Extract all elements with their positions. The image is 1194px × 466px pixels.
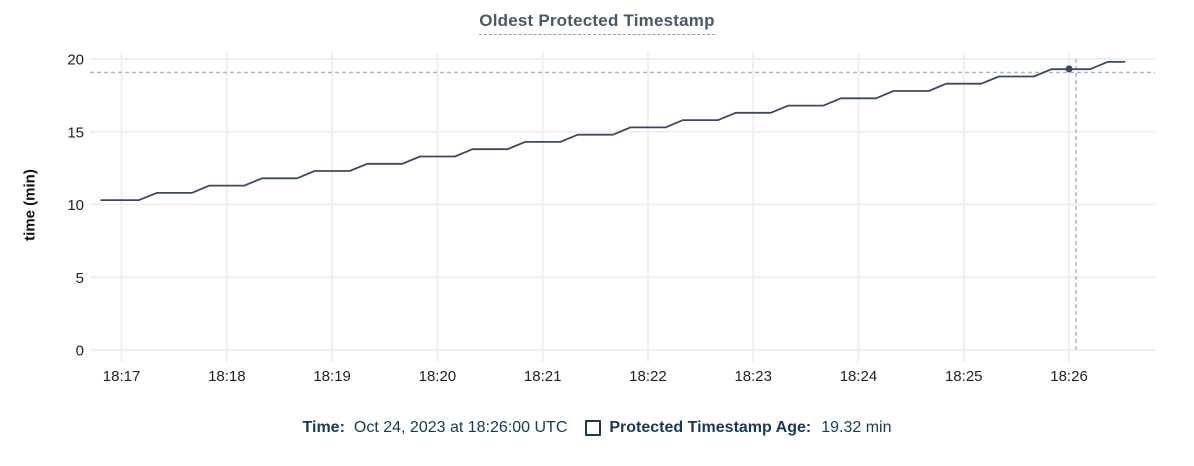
chart-tooltip-legend: Time: Oct 24, 2023 at 18:26:00 UTC Prote… <box>0 417 1194 439</box>
svg-text:5: 5 <box>76 270 84 287</box>
tooltip-time-label: Time: <box>302 419 345 436</box>
svg-text:18:20: 18:20 <box>419 368 457 385</box>
svg-text:18:26: 18:26 <box>1050 368 1088 385</box>
chart-title[interactable]: Oldest Protected Timestamp <box>479 11 715 35</box>
chart-title-row: Oldest Protected Timestamp <box>0 11 1194 35</box>
svg-text:18:23: 18:23 <box>734 368 772 385</box>
y-axis-tick-labels: 0 5 10 15 20 <box>67 52 84 360</box>
svg-text:18:25: 18:25 <box>945 368 983 385</box>
tooltip-series-label: Protected Timestamp Age: <box>609 419 812 436</box>
hover-crosshair <box>90 59 1155 350</box>
svg-text:18:17: 18:17 <box>103 368 141 385</box>
svg-text:20: 20 <box>67 52 84 69</box>
tooltip-time-value: Oct 24, 2023 at 18:26:00 UTC <box>353 419 568 436</box>
series-legend-swatch-icon[interactable] <box>585 420 602 436</box>
svg-text:18:18: 18:18 <box>208 368 246 385</box>
svg-text:0: 0 <box>76 343 84 360</box>
svg-text:18:24: 18:24 <box>840 368 878 385</box>
y-gridlines <box>90 58 1155 351</box>
svg-text:18:19: 18:19 <box>313 368 351 385</box>
series-line-protected-timestamp-age <box>100 61 1126 201</box>
svg-text:10: 10 <box>67 197 84 214</box>
x-gridlines-and-ticks <box>120 52 1071 362</box>
svg-text:15: 15 <box>67 124 84 141</box>
svg-text:18:22: 18:22 <box>629 368 667 385</box>
tooltip-series-value: 19.32 min <box>821 419 892 436</box>
hovered-point-marker <box>1065 65 1073 73</box>
svg-text:18:21: 18:21 <box>524 368 562 385</box>
x-axis-tick-labels: 18:17 18:18 18:19 18:20 18:21 18:22 18:23 18:24… <box>103 368 1088 385</box>
